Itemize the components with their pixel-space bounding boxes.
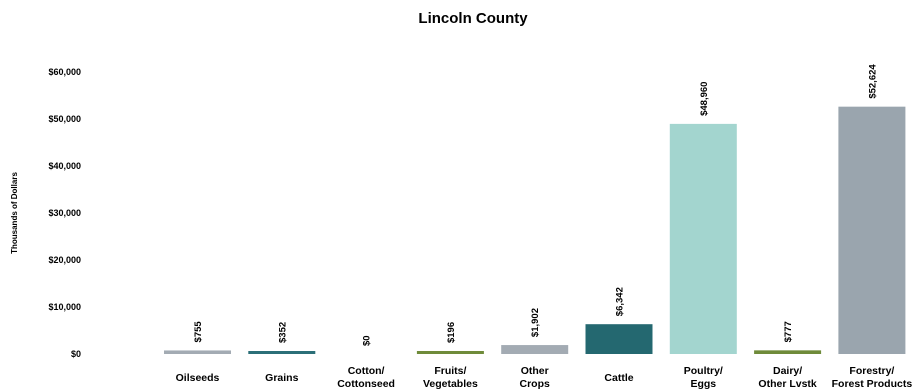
y-tick-label: $10,000 — [48, 302, 81, 312]
bar — [669, 123, 737, 354]
y-tick-label: $0 — [71, 349, 81, 359]
data-label: $0 — [362, 335, 373, 346]
data-label: $352 — [277, 322, 288, 343]
y-tick-label: $40,000 — [48, 161, 81, 171]
chart-title: Lincoln County — [418, 10, 528, 27]
bar — [416, 351, 484, 354]
data-label: $755 — [193, 321, 204, 343]
bars — [164, 106, 906, 354]
data-label: $48,960 — [699, 82, 710, 116]
x-axis-ticks: Oilseeds Grains Cotton/Cottonseed Fruits/Ve… — [176, 365, 913, 390]
bar — [585, 324, 653, 354]
y-tick-label: $60,000 — [48, 67, 81, 77]
x-tick-label: Dairy/Other Lvstk — [758, 365, 817, 390]
bar — [248, 351, 316, 354]
x-tick-label: Cotton/Cottonseed — [337, 365, 395, 390]
y-tick-label: $30,000 — [48, 208, 81, 218]
x-tick-label: Poultry/Eggs — [684, 365, 723, 390]
bar — [838, 106, 906, 354]
data-label: $1,902 — [530, 308, 541, 337]
y-axis-ticks: $0 $10,000 $20,000 $30,000 $40,000 $50,000 $60… — [48, 67, 81, 359]
bar — [754, 350, 822, 354]
data-label: $52,624 — [867, 64, 878, 99]
y-tick-label: $20,000 — [48, 255, 81, 265]
x-tick-label: Forestry/Forest Products — [832, 365, 913, 390]
data-labels: $755 $352 $0 $196 $1,902 $6,342 $48,960 $777 $52… — [193, 64, 878, 346]
bar — [501, 345, 569, 354]
x-tick-label: Other Crops — [520, 365, 550, 390]
x-tick-label: Fruits/Vegetables — [423, 365, 478, 390]
x-tick-label: Oilseeds — [176, 372, 220, 384]
bar — [164, 350, 231, 354]
x-tick-label: Cattle — [604, 372, 633, 384]
data-label: $777 — [783, 321, 794, 342]
data-label: $6,342 — [615, 287, 626, 316]
y-axis-label: Thousands of Dollars — [10, 172, 19, 254]
y-tick-label: $50,000 — [48, 114, 81, 124]
x-tick-label: Grains — [265, 372, 298, 384]
data-label: $196 — [446, 322, 457, 343]
